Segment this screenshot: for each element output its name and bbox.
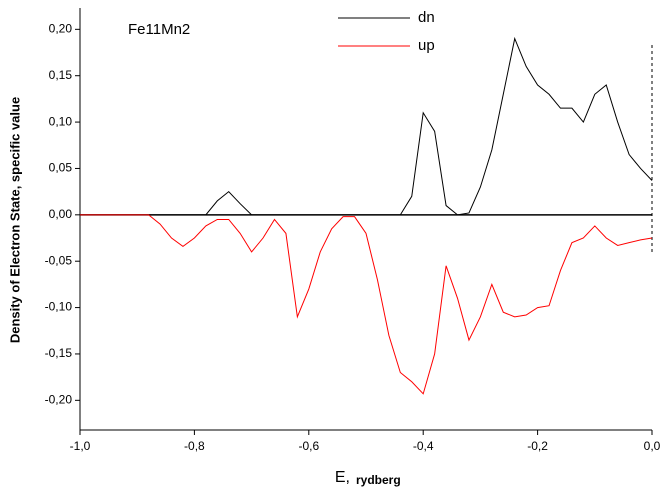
series-line: [80, 36, 653, 216]
legend-label: up: [418, 37, 435, 54]
y-tick-label: 0,10: [49, 114, 73, 128]
y-tick-label: -0,10: [45, 300, 73, 314]
x-tick-label: -0,6: [298, 439, 319, 453]
series-line: [80, 214, 653, 395]
y-tick-label: -0,20: [45, 392, 73, 406]
x-tick-label: -1,0: [70, 439, 91, 453]
y-tick-label: -0,05: [45, 253, 73, 267]
y-axis-label: Density of Electron State, specific valu…: [7, 97, 22, 343]
x-tick-label: -0,4: [413, 439, 434, 453]
x-axis-label: E,: [335, 469, 350, 486]
y-tick-label: 0,15: [49, 68, 73, 82]
x-tick-label: -0,8: [184, 439, 205, 453]
x-tick-label: 0,0: [644, 439, 661, 453]
x-axis-unit: rydberg: [356, 473, 401, 487]
y-tick-label: 0,00: [49, 207, 73, 221]
y-tick-label: 0,20: [49, 22, 73, 36]
y-tick-label: -0,15: [45, 346, 73, 360]
y-tick-label: 0,05: [49, 161, 73, 175]
annotation: Fe11Mn2: [128, 21, 190, 38]
x-tick-label: -0,2: [527, 439, 548, 453]
legend-label: dn: [418, 9, 435, 26]
